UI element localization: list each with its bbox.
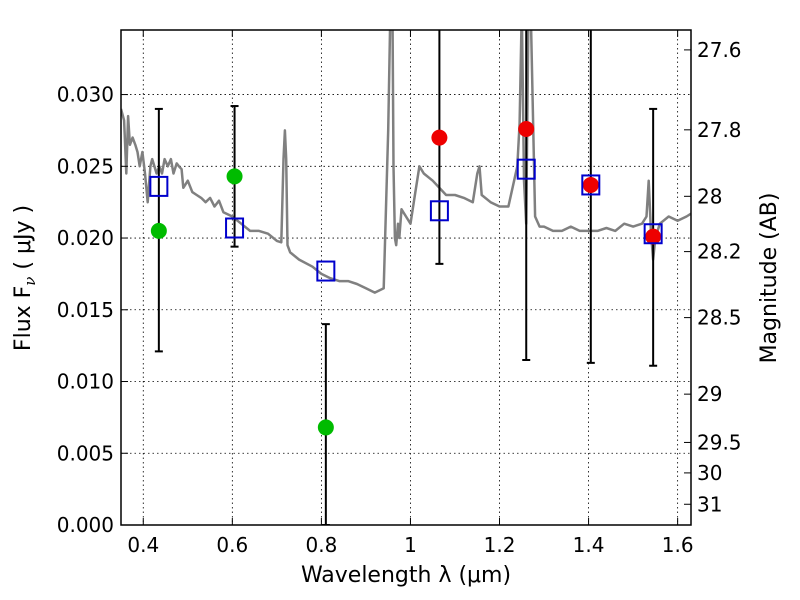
model-photometry-square: [149, 175, 169, 197]
red-data-point: [582, 176, 599, 193]
ticks: 0.4 0.6 0.8 1 1.2 1.4 1.6 0.000 0.005 0.010 0.015 0…: [57, 30, 742, 557]
model-photometry-square: [581, 174, 601, 196]
y2-tick-label: 30: [697, 461, 722, 485]
grid: [121, 30, 691, 526]
y2-tick-label: 28.2: [697, 240, 742, 264]
y2-tick-label: 31: [697, 492, 722, 516]
x-tick-label: 1.4: [573, 533, 605, 557]
green-data-point: [226, 168, 243, 185]
plot-frame: [120, 29, 692, 526]
y-tick-label: 0.010: [57, 370, 114, 394]
y-tick-label: 0.020: [57, 226, 114, 250]
model-photometry-square: [516, 158, 536, 180]
model-photometry-square: [643, 223, 663, 245]
y2-tick-label: 27.8: [697, 118, 742, 142]
x-tick-label: 1.2: [484, 533, 516, 557]
y2-tick-label: 29.5: [697, 430, 742, 454]
model-photometry-square: [225, 217, 245, 239]
model-spectrum-line: [121, 30, 691, 294]
green-data-point: [150, 222, 167, 239]
x-tick-label: 1.6: [662, 533, 694, 557]
model-photometry-square: [429, 200, 449, 222]
y2-tick-label: 28: [697, 184, 722, 208]
y2-tick-label: 29: [697, 382, 722, 406]
y-axis-label: Flux Fν ( μJy ): [11, 205, 39, 351]
y2-axis-label: Magnitude (AB): [757, 193, 782, 364]
model-photometry-square: [316, 260, 336, 282]
data-layer: [121, 30, 691, 525]
y-tick-label: 0.025: [57, 154, 114, 178]
y2-tick-label: 27.6: [697, 38, 742, 62]
y-tick-label: 0.030: [57, 83, 114, 107]
red-data-point: [518, 121, 535, 137]
y2-tick-label: 28.5: [697, 306, 742, 330]
green-data-point: [317, 419, 334, 436]
red-data-point: [431, 129, 448, 146]
x-tick-label: 0.8: [305, 533, 337, 557]
x-tick-label: 0.6: [216, 533, 248, 557]
y-tick-label: 0.000: [57, 513, 114, 537]
y-tick-label: 0.005: [57, 441, 114, 465]
x-axis-label: Wavelength λ (μm): [301, 563, 511, 588]
x-tick-label: 1: [404, 533, 417, 557]
red-data-point: [645, 228, 662, 245]
y-tick-label: 0.015: [57, 298, 114, 322]
x-tick-label: 0.4: [127, 533, 159, 557]
